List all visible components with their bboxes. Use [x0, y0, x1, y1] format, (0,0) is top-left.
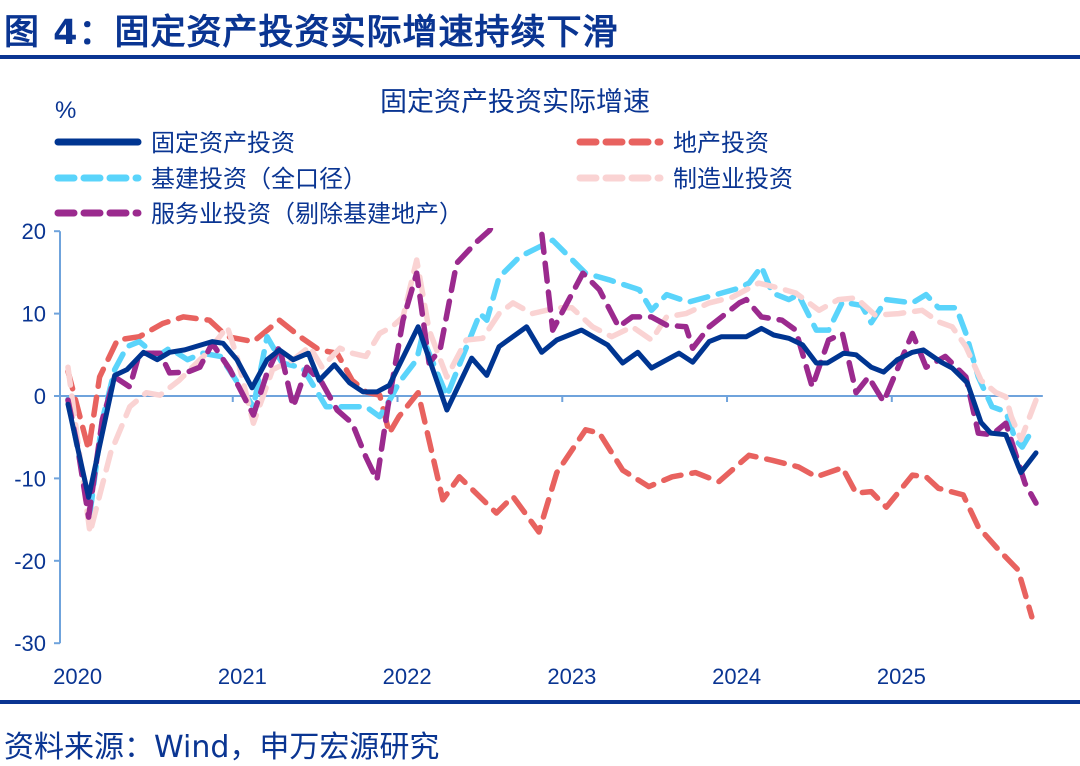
legend-label-4: 服务业投资（剔除基建地产）: [151, 201, 463, 228]
x-tick-label: 2020: [53, 664, 102, 689]
legend-label-3: 制造业投资: [673, 166, 793, 193]
legend-label-2: 基建投资（全口径）: [151, 166, 367, 193]
chart-title: 固定资产投资实际增速: [380, 87, 650, 117]
legend-label-1: 地产投资: [673, 130, 769, 157]
series-line-4: [65, 228, 1039, 520]
x-tick-label: 2021: [218, 664, 267, 689]
source-note: 资料来源：Wind，申万宏源研究: [4, 730, 440, 765]
figure-title: 图 4：固定资产投资实际增速持续下滑: [4, 13, 619, 53]
y-tick-label: 0: [34, 384, 46, 409]
series-line-1: [65, 314, 1035, 620]
top-divider: [0, 55, 1080, 59]
legend-label-0: 固定资产投资: [151, 130, 295, 157]
y-tick-label: -20: [14, 549, 46, 574]
y-tick-label: 10: [22, 302, 46, 327]
y-tick-label: -10: [14, 466, 46, 491]
series-line-3: [65, 257, 1039, 536]
y-tick-label: 20: [22, 219, 46, 244]
bottom-divider: [0, 700, 1080, 704]
y-axis-unit: %: [55, 97, 76, 124]
series-line-0: [65, 324, 1039, 500]
axes: 20 10 0 -10 -20 -30 2020 2021 2022 2023 2024 2025: [14, 219, 1043, 689]
x-tick-label: 2024: [712, 664, 761, 689]
x-tick-label: 2022: [383, 664, 432, 689]
series-group: [65, 228, 1039, 620]
x-tick-label: 2023: [547, 664, 596, 689]
x-tick-label: 2025: [877, 664, 926, 689]
y-tick-label: -30: [14, 631, 46, 656]
